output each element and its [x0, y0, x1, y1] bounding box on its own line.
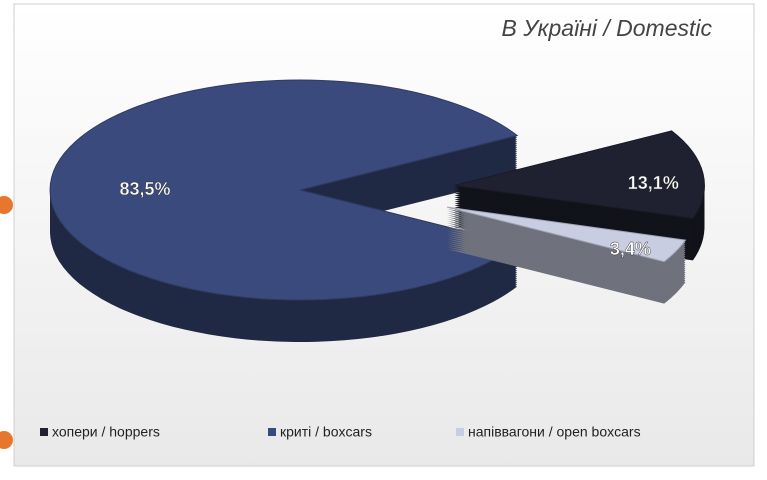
data-label: 13,1%	[628, 173, 679, 193]
legend-swatch	[456, 428, 464, 436]
legend-label: напіввагони / open boxcars	[468, 424, 641, 440]
slice-top	[446, 206, 687, 263]
legend-label: криті / boxcars	[280, 424, 372, 440]
slice	[446, 206, 687, 304]
slice-top	[49, 79, 519, 301]
decor-dot	[0, 431, 13, 449]
slice	[49, 79, 519, 342]
data-label: 83,5%	[119, 179, 170, 199]
chart-title: В Україні / Domestic	[501, 15, 712, 41]
legend-label: хопери / hoppers	[52, 424, 160, 440]
slice-top	[454, 130, 705, 219]
legend-swatch	[40, 428, 48, 436]
decor-dot	[0, 196, 13, 214]
legend-swatch	[268, 428, 276, 436]
data-label: 3,4%	[610, 239, 651, 259]
